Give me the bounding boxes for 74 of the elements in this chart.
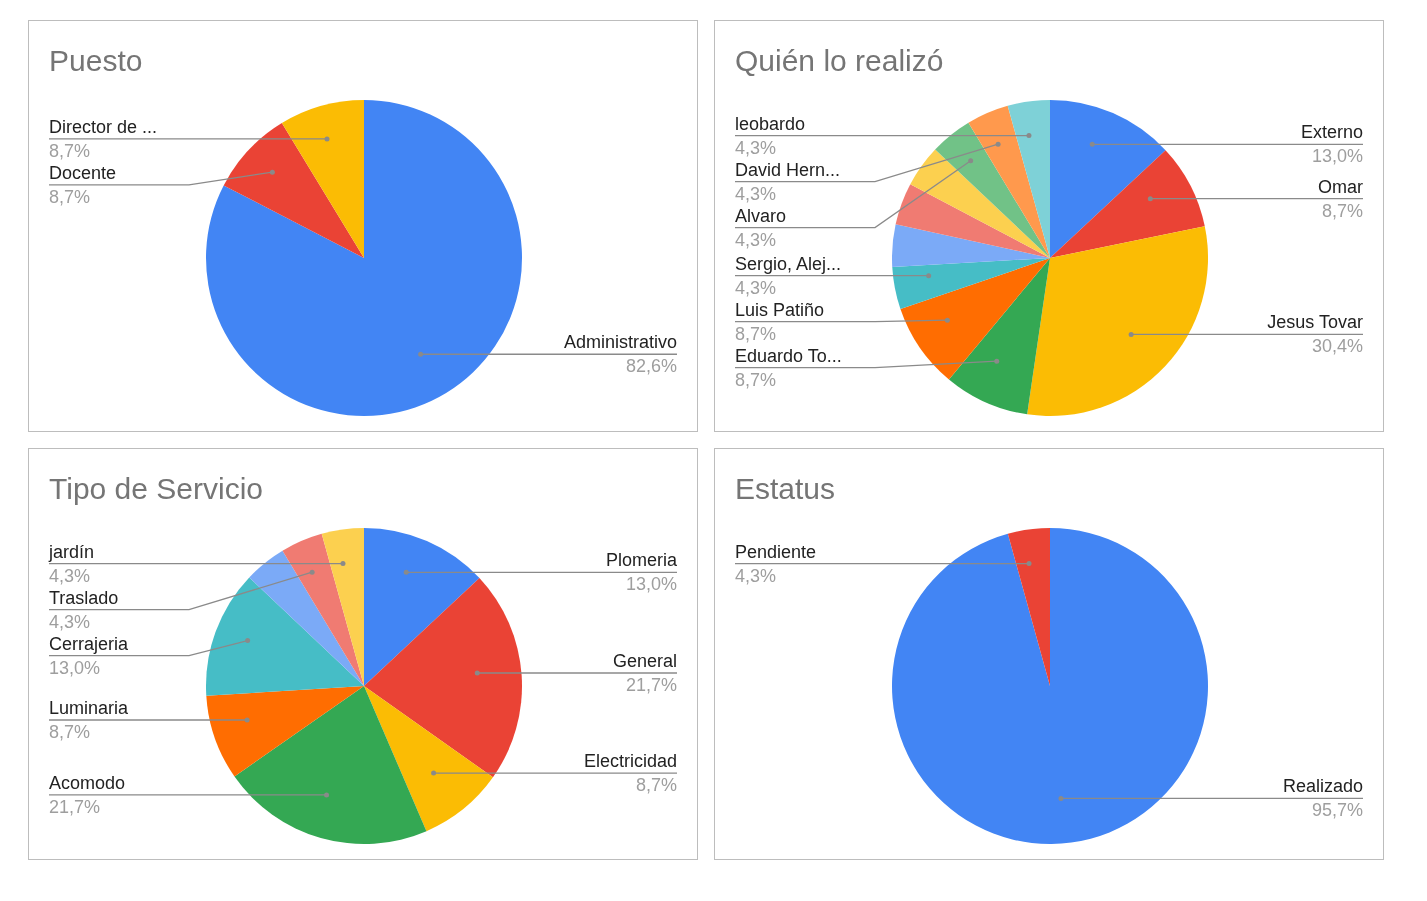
data-label: 13,0% (625, 574, 677, 595)
slice-label: Pendiente (735, 541, 817, 562)
data-label: 21,7% (625, 674, 677, 695)
pie-slice (895, 184, 1050, 258)
pie-slice (968, 105, 1050, 258)
data-label: 8,7% (1321, 200, 1363, 221)
data-label: 4,3% (735, 183, 777, 204)
chart-title: Quién lo realizó (735, 44, 944, 77)
slice-label: Eduardo To... (735, 345, 842, 366)
slice-label: Sergio, Alej... (735, 253, 842, 274)
slice-label: Luminaria (49, 698, 130, 719)
slice-label: Realizado (1282, 776, 1363, 797)
pie-slice (892, 528, 1208, 844)
pie-slice (892, 224, 1050, 267)
pie-slice (206, 577, 364, 696)
slice-label: Omar (1318, 176, 1364, 197)
pie-slice (900, 258, 1050, 380)
pie-slice (281, 100, 364, 258)
data-label: 4,3% (49, 611, 91, 632)
slice-label: Acomodo (49, 772, 126, 793)
pie-slice (1050, 100, 1166, 258)
data-label: 8,7% (49, 140, 91, 161)
data-label: 8,7% (635, 775, 677, 796)
data-label: 95,7% (1311, 800, 1363, 821)
data-label: 4,3% (735, 229, 777, 250)
pie-slice (206, 686, 364, 777)
pie-slice (364, 578, 522, 778)
slice-label: General (612, 650, 677, 671)
pie-slice (206, 100, 522, 416)
pie-slice (1007, 100, 1050, 258)
slice-label: jardín (48, 541, 95, 562)
pie-slice (234, 686, 427, 844)
pie-slice (1007, 528, 1050, 686)
slice-label: Externo (1300, 122, 1363, 143)
slice-label: Traslado (49, 587, 119, 608)
pie-slice (282, 533, 364, 686)
data-label: 8,7% (735, 369, 777, 390)
slice-label: Administrativo (563, 332, 677, 353)
data-label: 8,7% (49, 722, 91, 743)
data-label: 4,3% (735, 565, 777, 586)
slice-label: Luis Patiño (735, 299, 825, 320)
pie-slice (1027, 226, 1208, 416)
data-label: 4,3% (735, 137, 777, 158)
data-label: 8,7% (49, 186, 91, 207)
pie-slice (935, 122, 1050, 258)
slice-label: Cerrajeria (49, 633, 130, 654)
data-label: 8,7% (735, 323, 777, 344)
chart-title: Tipo de Servicio (49, 472, 263, 505)
slice-label: Electricidad (583, 751, 677, 772)
slice-label: Docente (49, 162, 117, 183)
data-label: 82,6% (625, 356, 677, 377)
chart-title: Puesto (49, 44, 143, 77)
pie-slice (364, 528, 480, 686)
slice-label: leobardo (735, 113, 806, 134)
data-label: 30,4% (1311, 336, 1363, 357)
data-label: 4,3% (49, 565, 91, 586)
pie-slice (364, 686, 493, 832)
slice-label: Alvaro (735, 205, 787, 226)
slice-label: Plomeria (605, 550, 678, 571)
pie-slice (1050, 150, 1205, 258)
data-label: 21,7% (49, 796, 101, 817)
data-label: 13,0% (49, 657, 101, 678)
pie-slice (892, 258, 1050, 309)
pie-slice (249, 550, 364, 686)
data-label: 4,3% (735, 277, 777, 298)
slice-label: Director de ... (49, 116, 158, 137)
data-label: 13,0% (1311, 146, 1363, 167)
pie-slice (223, 123, 364, 258)
pie-slice (910, 149, 1050, 258)
slice-label: David Hern... (735, 159, 841, 180)
slice-label: Jesus Tovar (1267, 312, 1363, 333)
chart-title: Estatus (735, 472, 836, 505)
pie-slice (948, 258, 1050, 415)
pie-slice (321, 528, 364, 686)
